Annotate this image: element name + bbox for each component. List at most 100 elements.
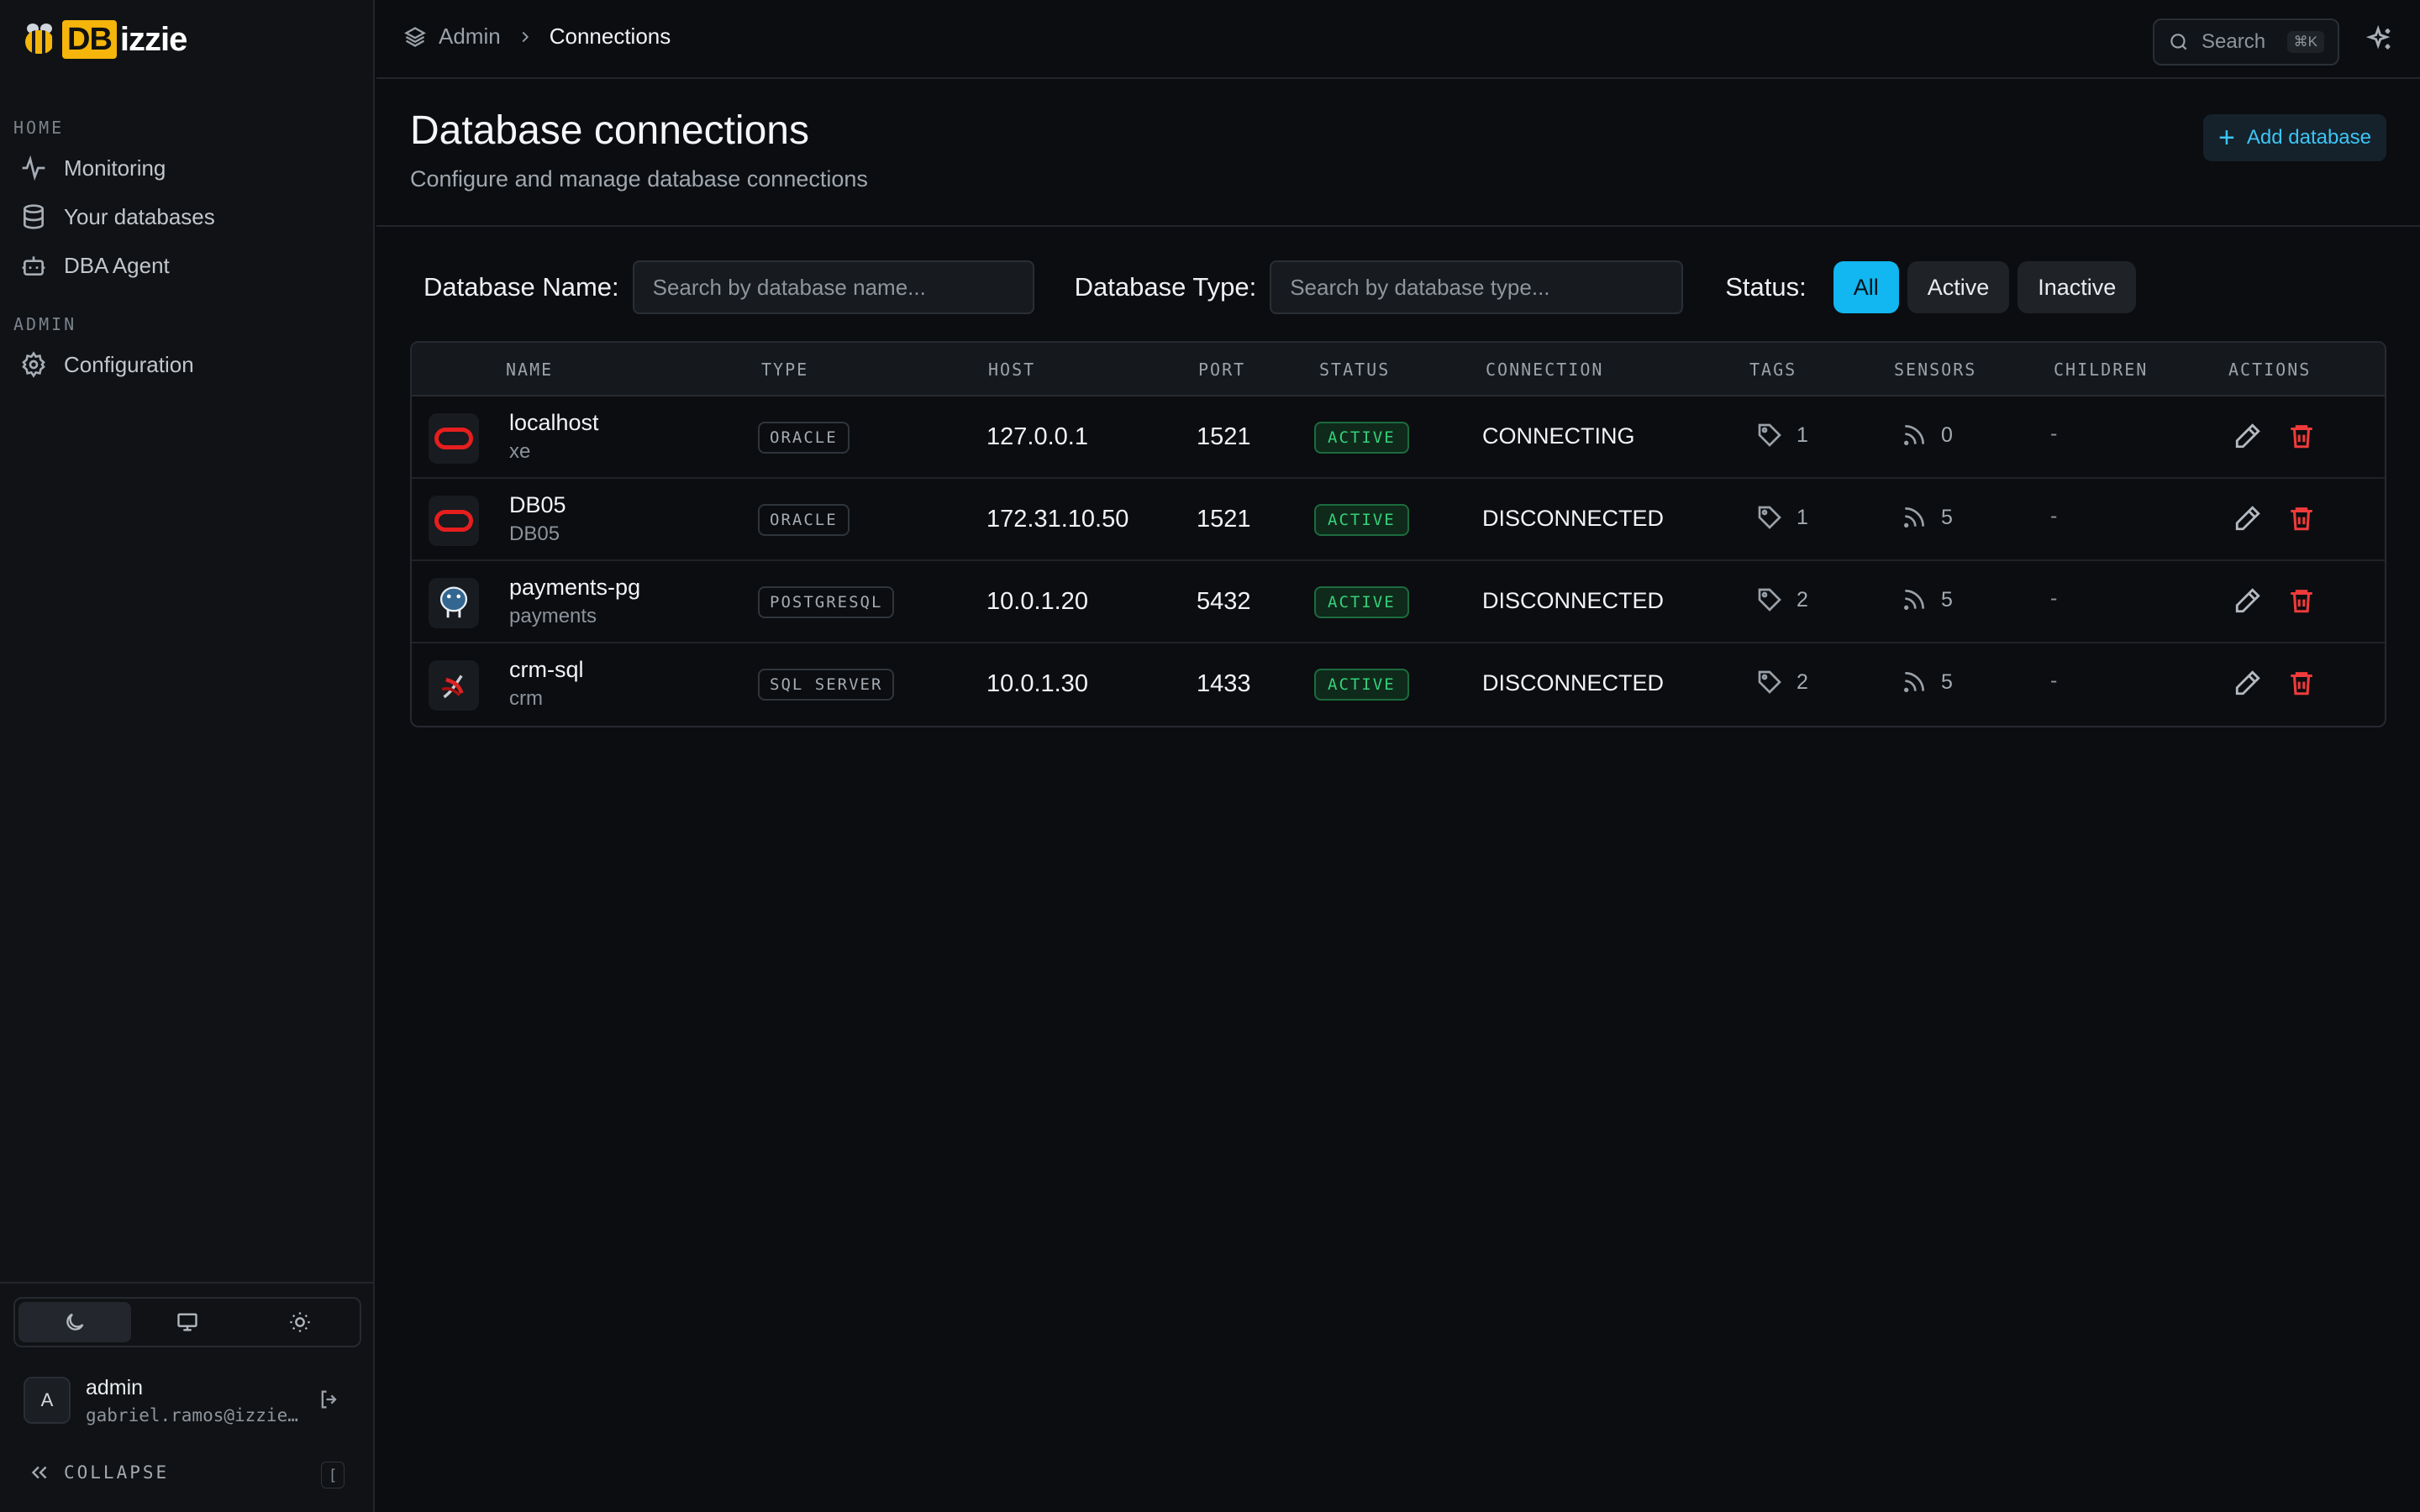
status-filter-active[interactable]: Active (1907, 261, 2010, 313)
page-subtitle: Configure and manage database connection… (410, 166, 868, 192)
status-filter-all[interactable]: All (1833, 261, 1899, 313)
bee-icon (20, 20, 59, 59)
edit-button[interactable] (2233, 669, 2262, 701)
section-label-admin: ADMIN (13, 314, 77, 334)
tag-count: 2 (1797, 587, 1808, 612)
sidebar-item-dba-agent[interactable]: DBA Agent (20, 245, 356, 286)
row-children: - (2050, 586, 2058, 610)
topbar: Admin Connections Search ⌘K (376, 0, 2420, 79)
search-shortcut: ⌘K (2286, 31, 2324, 53)
row-sensors[interactable]: 5 (1901, 669, 1953, 696)
sidebar-item-your-databases[interactable]: Your databases (20, 197, 356, 237)
table-row[interactable]: payments-pg payments POSTGRESQL 10.0.1.2… (412, 561, 2385, 643)
user-email: gabriel.ramos@izzie… (86, 1404, 298, 1425)
row-tags[interactable]: 2 (1756, 586, 1808, 613)
edit-button[interactable] (2233, 422, 2262, 454)
delete-button[interactable] (2287, 504, 2316, 537)
row-tags[interactable]: 1 (1756, 504, 1808, 531)
tag-count: 1 (1797, 423, 1808, 447)
logout-icon (321, 1390, 337, 1409)
sensor-count: 0 (1941, 423, 1953, 447)
sidebar: DB izzie HOME Monitoring Your databases … (0, 0, 375, 1512)
tag-icon (1758, 670, 1781, 694)
row-connection: DISCONNECTED (1482, 588, 1665, 613)
row-port: 1521 (1197, 423, 1251, 450)
sidebar-item-configuration[interactable]: Configuration (20, 344, 356, 385)
status-filter-inactive[interactable]: Inactive (2018, 261, 2137, 313)
row-name[interactable]: crm-sql (509, 657, 584, 682)
row-name[interactable]: payments-pg (509, 575, 641, 600)
edit-button[interactable] (2233, 504, 2262, 537)
column-header-status[interactable]: STATUS (1319, 360, 1391, 380)
column-header-host[interactable]: HOST (988, 360, 1036, 380)
tag-icon (1758, 588, 1781, 612)
breadcrumb-item-admin[interactable]: Admin (403, 24, 501, 50)
app-logo[interactable]: DB izzie (20, 18, 187, 60)
avatar: A (24, 1377, 71, 1424)
row-sensors[interactable]: 5 (1901, 504, 1953, 531)
delete-button[interactable] (2287, 669, 2316, 701)
trash-icon (2291, 507, 2312, 531)
database-icon (24, 204, 44, 229)
row-name[interactable]: localhost (509, 410, 599, 435)
table-row[interactable]: localhost xe ORACLE 127.0.0.1 1521 ACTIV… (412, 396, 2385, 479)
page-title: Database connections (410, 108, 809, 153)
logo-db-text: DB (62, 20, 117, 59)
rss-icon (1904, 672, 1924, 692)
column-header-port[interactable]: PORT (1198, 360, 1246, 380)
sidebar-item-monitoring[interactable]: Monitoring (20, 148, 356, 188)
add-database-button[interactable]: + Add database (2203, 114, 2386, 161)
row-children: - (2050, 504, 2058, 528)
oracle-icon (429, 413, 479, 464)
row-sensors[interactable]: 0 (1901, 422, 1953, 449)
type-badge: POSTGRESQL (758, 586, 895, 618)
rss-icon (1904, 507, 1924, 528)
user-name: admin (86, 1375, 144, 1399)
theme-dark-button[interactable] (18, 1302, 131, 1342)
row-connection: CONNECTING (1482, 423, 1635, 449)
column-header-connection[interactable]: CONNECTION (1486, 360, 1604, 380)
row-tags[interactable]: 2 (1756, 669, 1808, 696)
sidebar-item-label: DBA Agent (64, 252, 170, 278)
row-port: 5432 (1197, 588, 1251, 615)
column-header-tags[interactable]: TAGS (1749, 360, 1797, 380)
user-profile[interactable]: A admin gabriel.ramos@izzie… (24, 1374, 360, 1426)
table-row[interactable]: DB05 DB05 ORACLE 172.31.10.50 1521 ACTIV… (412, 479, 2385, 561)
search-button[interactable]: Search ⌘K (2153, 18, 2339, 66)
ai-assistant-button[interactable] (2365, 24, 2395, 58)
sqlserver-icon (429, 660, 479, 711)
delete-button[interactable] (2287, 586, 2316, 619)
collapse-shortcut: [ (321, 1462, 345, 1488)
sun-icon (290, 1312, 310, 1332)
tag-icon (1758, 506, 1781, 529)
column-header-name[interactable]: NAME (506, 360, 554, 380)
database-name-input[interactable]: Search by database name... (632, 260, 1034, 314)
pencil-icon (2235, 588, 2260, 613)
database-type-input[interactable]: Search by database type... (1270, 260, 1684, 314)
theme-light-button[interactable] (244, 1302, 356, 1342)
column-header-sensors[interactable]: SENSORS (1894, 360, 1977, 380)
row-db: payments (509, 605, 597, 627)
delete-button[interactable] (2287, 422, 2316, 454)
connections-table: NAME TYPE HOST PORT STATUS CONNECTION TA… (410, 341, 2386, 727)
database-type-label: Database Type: (1074, 272, 1257, 302)
edit-button[interactable] (2233, 586, 2262, 619)
filters-bar: Database Name: Search by database name..… (424, 260, 2137, 314)
column-header-children[interactable]: CHILDREN (2054, 360, 2149, 380)
row-db: crm (509, 687, 543, 710)
logo-name-text: izzie (119, 20, 187, 58)
row-tags[interactable]: 1 (1756, 422, 1808, 449)
row-db: DB05 (509, 522, 560, 545)
row-sensors[interactable]: 5 (1901, 586, 1953, 613)
sensor-count: 5 (1941, 587, 1953, 612)
breadcrumb: Admin Connections (403, 24, 671, 50)
collapse-button[interactable]: COLLAPSE (29, 1462, 169, 1483)
breadcrumb-label: Admin (439, 24, 501, 49)
status-badge: ACTIVE (1314, 669, 1409, 701)
column-header-type[interactable]: TYPE (761, 360, 809, 380)
theme-system-button[interactable] (131, 1302, 244, 1342)
row-host: 10.0.1.20 (986, 588, 1088, 615)
row-name[interactable]: DB05 (509, 492, 566, 517)
table-row[interactable]: crm-sql crm SQL SERVER 10.0.1.30 1433 AC… (412, 643, 2385, 726)
logout-button[interactable] (318, 1388, 341, 1415)
